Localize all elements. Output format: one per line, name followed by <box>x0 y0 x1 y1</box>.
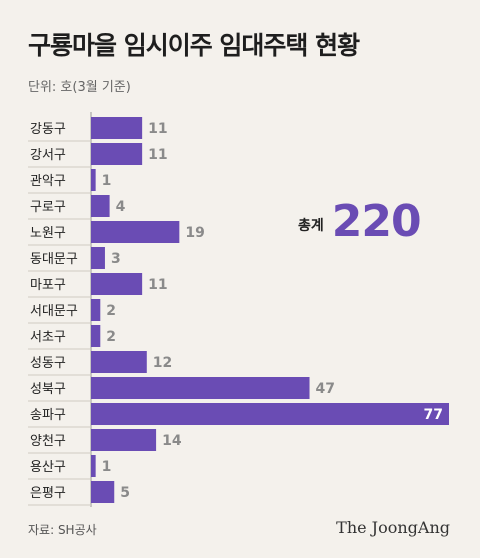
value-label: 19 <box>185 225 204 241</box>
bar <box>91 143 143 165</box>
category-label: 노원구 <box>30 226 66 241</box>
value-label: 11 <box>148 277 167 293</box>
bar-chart: 강동구 11 강서구 11 관악구 1 구로구 4 노원구 19 동대문구 3 마포구 11 서대문구 2 서초… <box>28 112 449 507</box>
category-label: 관악구 <box>30 174 66 189</box>
value-label: 77 <box>424 407 443 423</box>
bar <box>91 117 143 139</box>
value-label: 47 <box>316 381 335 397</box>
bar <box>91 221 180 243</box>
total-label: 총계 <box>298 217 324 234</box>
value-label: 14 <box>162 433 182 449</box>
value-label: 12 <box>153 355 172 371</box>
category-label: 은평구 <box>30 486 66 501</box>
value-label: 11 <box>148 147 167 163</box>
category-label: 송파구 <box>30 408 66 423</box>
bar <box>91 351 147 373</box>
bar <box>91 247 105 269</box>
total-callout: 총계 220 <box>298 196 422 247</box>
category-label: 마포구 <box>30 278 66 293</box>
bar <box>91 403 449 425</box>
value-label: 4 <box>116 199 126 215</box>
category-label: 성북구 <box>30 382 66 397</box>
category-label: 용산구 <box>30 460 66 475</box>
category-label: 구로구 <box>30 200 66 215</box>
category-label: 서초구 <box>30 330 66 345</box>
category-label: 동대문구 <box>30 252 78 267</box>
value-label: 1 <box>102 173 112 189</box>
value-label: 2 <box>106 329 116 345</box>
bar <box>91 481 115 503</box>
category-label: 성동구 <box>30 356 66 371</box>
value-label: 2 <box>106 303 116 319</box>
value-label: 5 <box>120 485 130 501</box>
category-label: 강동구 <box>30 122 66 137</box>
bar <box>91 299 101 321</box>
value-label: 1 <box>102 459 112 475</box>
source-note: 자료: SH공사 <box>28 523 97 537</box>
bar <box>91 273 143 295</box>
category-label: 강서구 <box>30 148 66 163</box>
bar <box>91 325 101 347</box>
category-label: 양천구 <box>30 434 66 449</box>
value-label: 11 <box>148 121 167 137</box>
category-label: 서대문구 <box>30 304 78 319</box>
unit-note: 단위: 호(3월 기준) <box>28 80 131 95</box>
chart-title: 구룡마을 임시이주 임대주택 현황 <box>28 31 360 60</box>
value-label: 3 <box>111 251 121 267</box>
bar <box>91 377 310 399</box>
bar <box>91 169 96 191</box>
total-value: 220 <box>331 196 422 247</box>
bar <box>91 195 110 217</box>
publisher-logo: The JoongAng <box>336 518 450 537</box>
bar <box>91 455 96 477</box>
bar <box>91 429 157 451</box>
